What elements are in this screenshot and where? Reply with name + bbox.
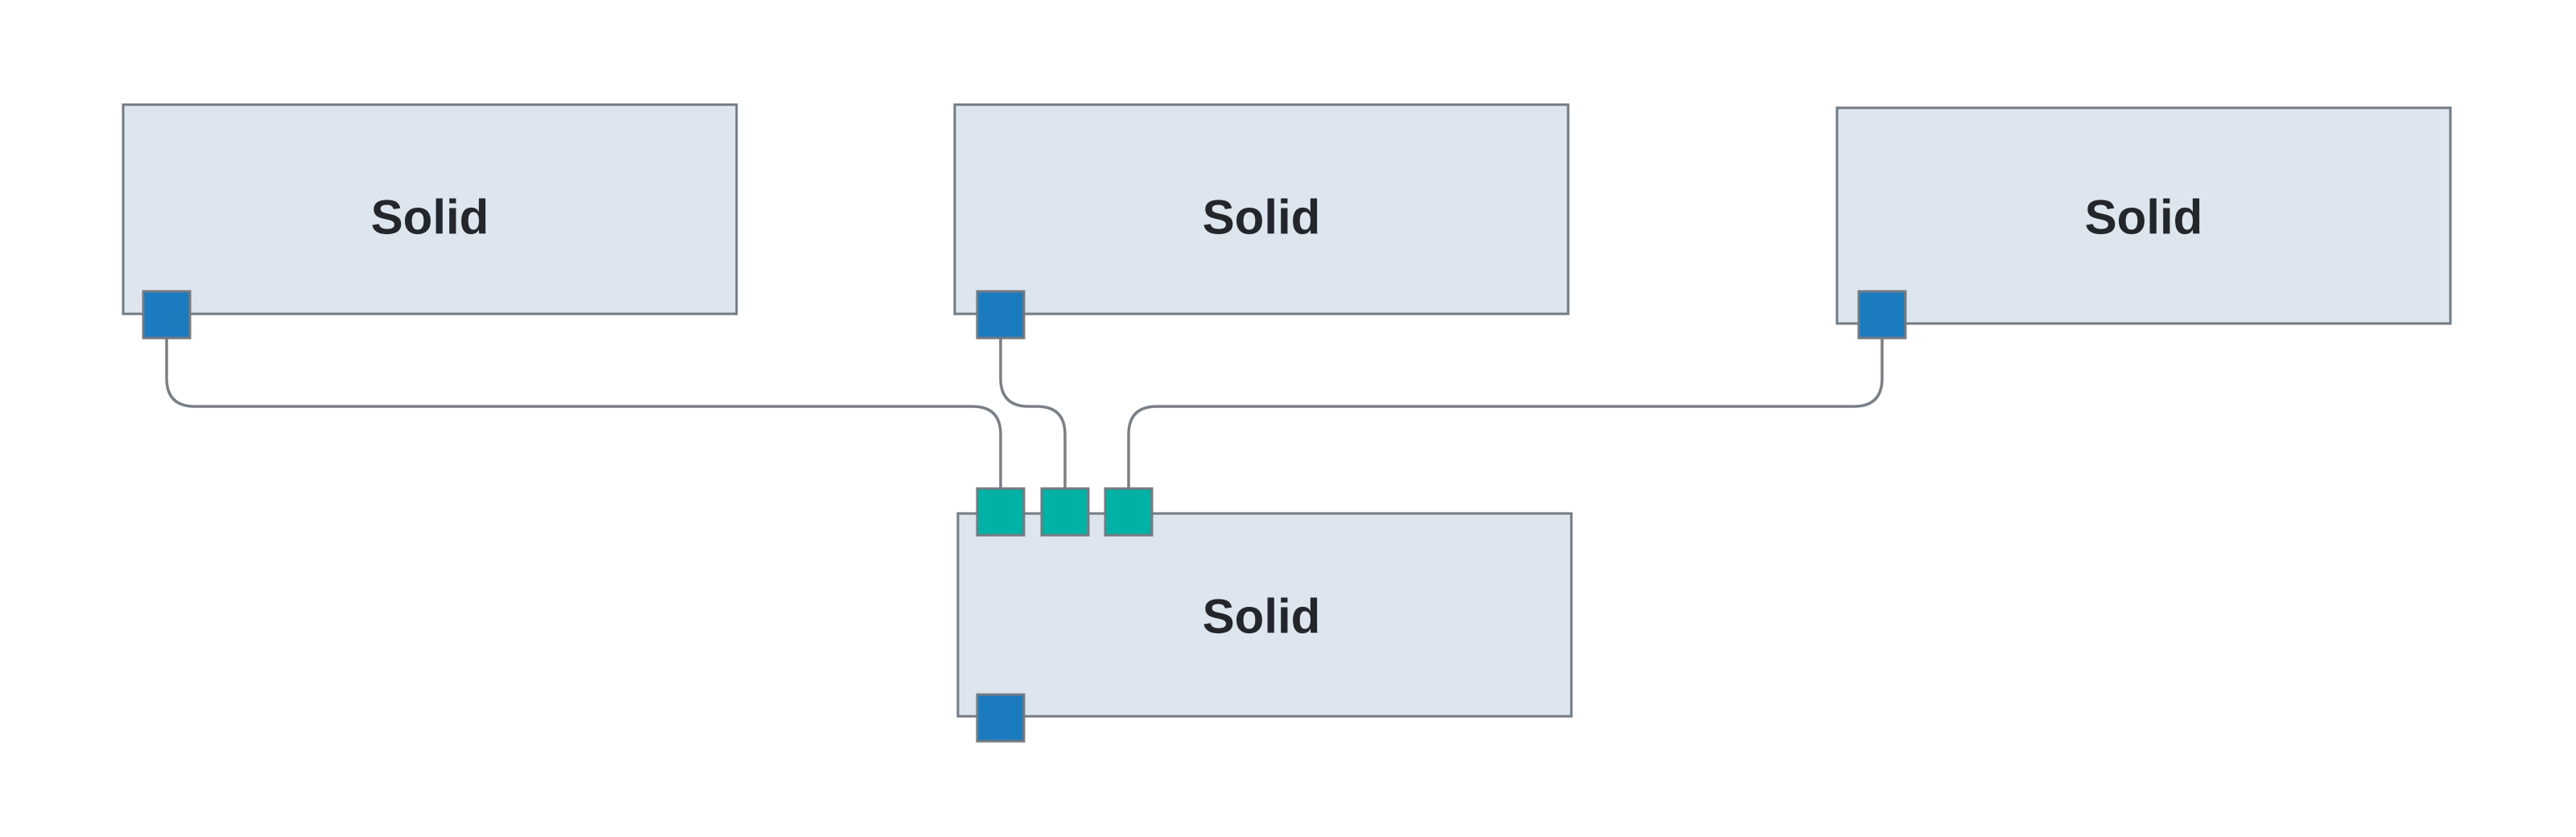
node-label: Solid bbox=[1203, 590, 1321, 644]
output-port[interactable] bbox=[142, 290, 192, 340]
node-target[interactable]: Solid bbox=[956, 487, 1573, 743]
input-port-1[interactable] bbox=[976, 487, 1026, 537]
node-label: Solid bbox=[371, 191, 489, 245]
edge-source2-to-target bbox=[999, 338, 1067, 489]
input-port-2[interactable] bbox=[1040, 487, 1090, 537]
node-label: Solid bbox=[2085, 191, 2203, 245]
output-port[interactable] bbox=[976, 290, 1026, 340]
node-source-2[interactable]: Solid bbox=[953, 103, 1570, 340]
node-box bbox=[1835, 106, 2452, 325]
input-port-3[interactable] bbox=[1104, 487, 1154, 537]
output-port[interactable] bbox=[1857, 290, 1907, 340]
output-port[interactable] bbox=[976, 693, 1026, 743]
node-box bbox=[956, 512, 1573, 718]
node-source-1[interactable]: Solid bbox=[122, 103, 738, 340]
node-source-3[interactable]: Solid bbox=[1835, 106, 2452, 340]
node-box bbox=[953, 103, 1570, 315]
edge-source3-to-target bbox=[1127, 338, 1884, 489]
node-label: Solid bbox=[1203, 191, 1321, 245]
edge-source1-to-target bbox=[165, 338, 1002, 489]
node-box bbox=[122, 103, 738, 315]
